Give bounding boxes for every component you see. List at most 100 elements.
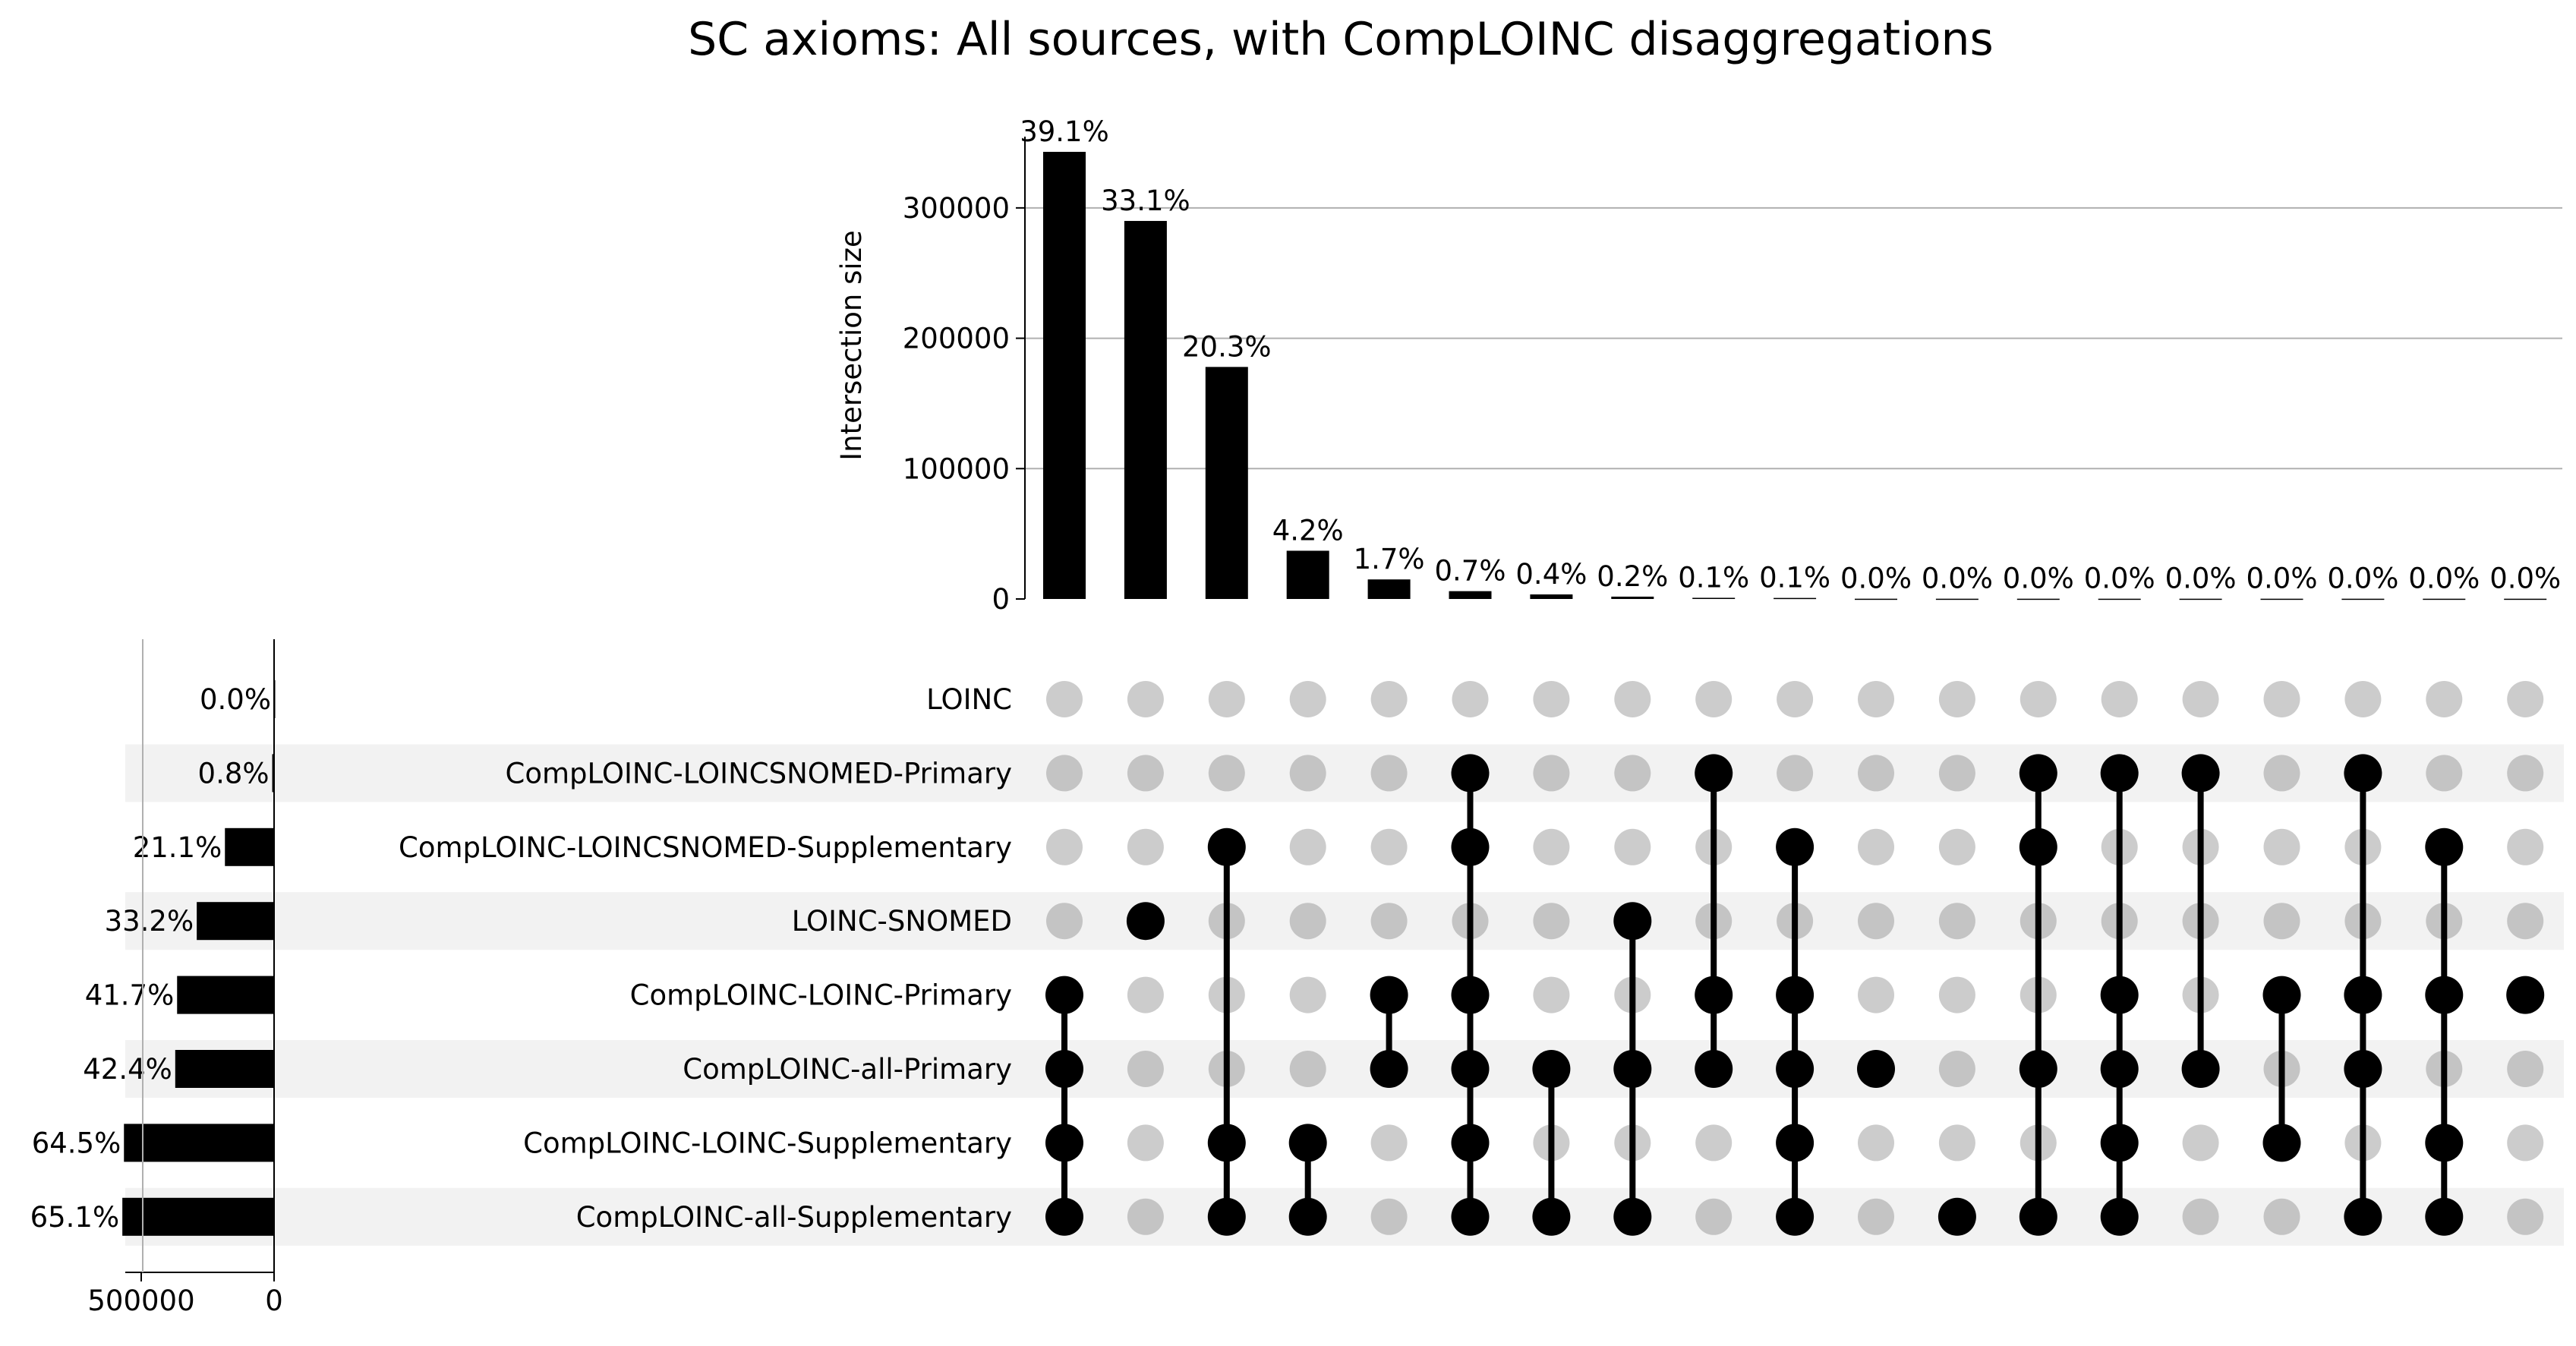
intersection-bar-label: 0.4% bbox=[1515, 558, 1587, 591]
matrix-dot-active bbox=[2262, 976, 2301, 1014]
matrix-dot-active bbox=[2506, 976, 2545, 1014]
matrix-dot-inactive bbox=[1289, 1051, 1326, 1087]
matrix-dot-active bbox=[1695, 976, 1733, 1014]
matrix-dot-active bbox=[2344, 1197, 2382, 1236]
intersection-bar-label: 0.0% bbox=[2084, 563, 2155, 595]
matrix-dot-active bbox=[1776, 1197, 1815, 1236]
matrix-dot-active bbox=[1776, 976, 1815, 1014]
matrix-dot-inactive bbox=[2182, 1198, 2219, 1235]
matrix-dot-inactive bbox=[1858, 903, 1894, 940]
intersection-bar-label: 0.0% bbox=[2247, 563, 2318, 595]
matrix-dot-active bbox=[2344, 754, 2382, 793]
matrix-dot-active bbox=[1207, 1197, 1246, 1236]
matrix-dot-inactive bbox=[1614, 828, 1651, 865]
intersection-bar bbox=[1205, 367, 1248, 599]
intersection-bar-label: 0.0% bbox=[2165, 563, 2237, 595]
matrix-dot-inactive bbox=[1858, 1198, 1894, 1235]
set-size-label: 33.2% bbox=[105, 905, 194, 938]
set-label: LOINC bbox=[926, 683, 1012, 716]
matrix-dot-inactive bbox=[1208, 681, 1245, 717]
matrix-dot-active bbox=[1532, 1050, 1571, 1088]
matrix-dot-inactive bbox=[1533, 828, 1570, 865]
matrix-dot-inactive bbox=[1858, 755, 1894, 792]
row-shade bbox=[125, 892, 2564, 950]
set-label: CompLOINC-all-Primary bbox=[683, 1053, 1012, 1086]
matrix-dot-inactive bbox=[1695, 1198, 1733, 1235]
matrix-dot-inactive bbox=[1046, 755, 1083, 792]
set-label: CompLOINC-LOINCSNOMED-Primary bbox=[506, 757, 1012, 790]
intersection-bar bbox=[2260, 598, 2303, 600]
intersection-bar bbox=[1530, 594, 1573, 599]
matrix-dot-inactive bbox=[2344, 681, 2382, 717]
matrix-dot-active bbox=[2019, 754, 2057, 793]
matrix-dot-active bbox=[1045, 1124, 1083, 1162]
set-size-bar bbox=[197, 902, 274, 941]
intersection-bars: 39.1% 33.1% 20.3% 4.2% 1.7% 0.7% 0.4% 0.2% 0.1% 0… bbox=[1020, 115, 2561, 600]
intersection-bar-label: 1.7% bbox=[1354, 543, 1425, 575]
matrix-dot-inactive bbox=[1370, 681, 1408, 717]
matrix-dot-active bbox=[1532, 1197, 1571, 1236]
matrix-dot-inactive bbox=[2101, 681, 2138, 717]
matrix-dot-inactive bbox=[1614, 755, 1651, 792]
matrix-dot-active bbox=[2100, 1197, 2139, 1236]
intersection-bar-label: 0.7% bbox=[1435, 555, 1506, 588]
matrix-dot-inactive bbox=[1695, 681, 1733, 717]
set-label: CompLOINC-LOINCSNOMED-Supplementary bbox=[399, 831, 1012, 864]
y-tick-label: 0 bbox=[992, 583, 1010, 616]
matrix-dot-inactive bbox=[1938, 755, 1975, 792]
intersection-bar bbox=[1043, 152, 1086, 599]
matrix-dot-active bbox=[2262, 1124, 2301, 1162]
matrix-dot-inactive bbox=[1452, 681, 1489, 717]
matrix-dot-inactive bbox=[1370, 1124, 1408, 1162]
matrix-dot-inactive bbox=[1533, 681, 1570, 717]
matrix-dot-active bbox=[1451, 1197, 1490, 1236]
intersection-gridlines bbox=[1025, 206, 2562, 470]
set-axis-tick-label: 0 bbox=[265, 1285, 283, 1317]
set-size-label: 42.4% bbox=[83, 1053, 172, 1086]
set-axis-tick-label: 500000 bbox=[87, 1285, 194, 1317]
matrix-dot-inactive bbox=[1046, 903, 1083, 940]
set-size-bar bbox=[225, 827, 274, 866]
matrix-dot-inactive bbox=[1127, 976, 1164, 1013]
matrix-dot-active bbox=[1695, 1050, 1733, 1088]
intersection-bar bbox=[1935, 598, 1979, 600]
matrix-dot-active bbox=[1695, 754, 1733, 793]
intersection-bar bbox=[2179, 598, 2222, 600]
intersection-bar bbox=[1124, 221, 1167, 599]
matrix-dot-inactive bbox=[2507, 828, 2544, 865]
matrix-dot-inactive bbox=[1127, 828, 1164, 865]
matrix-dot-active bbox=[2181, 754, 2220, 793]
matrix-dot-inactive bbox=[1777, 681, 1814, 717]
intersection-bar bbox=[1855, 598, 1897, 600]
matrix-dot-inactive bbox=[2263, 681, 2300, 717]
matrix-dot-inactive bbox=[1046, 681, 1083, 717]
matrix-dot-active bbox=[1938, 1197, 1976, 1236]
intersection-bar-label: 0.0% bbox=[2327, 563, 2398, 595]
intersection-bar-label: 0.0% bbox=[2489, 563, 2561, 595]
matrix-dot-inactive bbox=[1533, 976, 1570, 1013]
matrix-dot-inactive bbox=[1289, 828, 1326, 865]
matrix-dot-active bbox=[1126, 902, 1165, 941]
matrix-dot-inactive bbox=[1533, 755, 1570, 792]
matrix-dot-active bbox=[1288, 1197, 1327, 1236]
matrix-dot-inactive bbox=[1289, 755, 1326, 792]
matrix-dot-inactive bbox=[2426, 755, 2463, 792]
set-size-label: 41.7% bbox=[85, 979, 175, 1012]
matrix-dot-active bbox=[2019, 827, 2057, 866]
matrix-dot-inactive bbox=[1370, 1198, 1408, 1235]
matrix-dot-inactive bbox=[2263, 903, 2300, 940]
intersection-bar bbox=[2423, 598, 2466, 600]
matrix-dot-inactive bbox=[1289, 903, 1326, 940]
matrix-dot-active bbox=[2425, 1124, 2464, 1162]
matrix-dot-active bbox=[2019, 1197, 2057, 1236]
matrix-dot-inactive bbox=[1289, 976, 1326, 1013]
matrix-dot-inactive bbox=[2182, 681, 2219, 717]
matrix-dot-active bbox=[1370, 1050, 1408, 1088]
matrix-dot-active bbox=[1451, 754, 1490, 793]
row-shade bbox=[125, 1040, 2564, 1098]
matrix-dot-active bbox=[1451, 827, 1490, 866]
y-tick-label: 200000 bbox=[903, 323, 1010, 355]
matrix-dot-active bbox=[1776, 1124, 1815, 1162]
matrix-dot-inactive bbox=[1046, 828, 1083, 865]
